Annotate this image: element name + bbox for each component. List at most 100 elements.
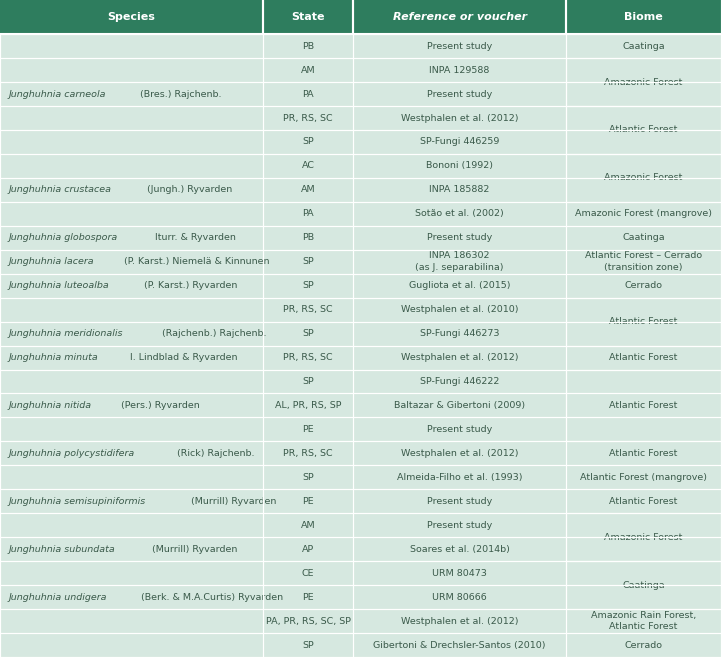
Bar [566, 250, 721, 274]
Bar [566, 226, 721, 250]
Bar [353, 58, 566, 82]
Bar [566, 154, 721, 178]
Text: Cerrado: Cerrado [624, 281, 663, 290]
Bar [353, 417, 566, 442]
Bar [0, 0, 263, 34]
Bar [353, 106, 566, 130]
Bar [353, 274, 566, 298]
Text: URM 80666: URM 80666 [433, 593, 487, 602]
Text: Gugliota et al. (2015): Gugliota et al. (2015) [409, 281, 510, 290]
Bar [566, 561, 721, 609]
Bar [263, 250, 353, 274]
Bar [566, 274, 721, 298]
Text: AL, PR, RS, SP: AL, PR, RS, SP [275, 401, 342, 410]
Text: Atlantic Forest: Atlantic Forest [609, 449, 678, 458]
Text: AM: AM [301, 66, 316, 75]
Text: Westphalen et al. (2012): Westphalen et al. (2012) [401, 449, 518, 458]
Text: Junghuhnia minuta: Junghuhnia minuta [9, 353, 98, 362]
Text: Westphalen et al. (2012): Westphalen et al. (2012) [401, 114, 518, 122]
Text: SP: SP [302, 641, 314, 650]
Text: Junghuhnia nitida: Junghuhnia nitida [9, 401, 92, 410]
Bar [566, 178, 721, 202]
Text: Westphalen et al. (2010): Westphalen et al. (2010) [401, 305, 518, 314]
Bar [566, 585, 721, 609]
Bar [0, 82, 263, 106]
Text: INPA 186302
(as J. separabilina): INPA 186302 (as J. separabilina) [415, 252, 504, 272]
Text: (Rick) Rajchenb.: (Rick) Rajchenb. [174, 449, 255, 458]
Bar [0, 561, 263, 585]
Text: Gibertoni & Drechsler-Santos (2010): Gibertoni & Drechsler-Santos (2010) [373, 641, 546, 650]
Text: Junghuhnia polycystidifera: Junghuhnia polycystidifera [9, 449, 135, 458]
Text: SP: SP [302, 377, 314, 386]
Bar [263, 369, 353, 394]
Bar [566, 489, 721, 513]
Text: PR, RS, SC: PR, RS, SC [283, 114, 333, 122]
Bar [263, 465, 353, 489]
Text: Junghuhnia semisupiniformis: Junghuhnia semisupiniformis [9, 497, 146, 506]
Text: Atlantic Forest: Atlantic Forest [609, 401, 678, 410]
Bar [353, 513, 566, 537]
Text: (P. Karst.) Niemelä & Kinnunen: (P. Karst.) Niemelä & Kinnunen [121, 258, 270, 266]
Bar [0, 274, 263, 298]
Bar [566, 0, 721, 34]
Bar [0, 609, 263, 633]
Bar [353, 633, 566, 657]
Text: PR, RS, SC: PR, RS, SC [283, 449, 333, 458]
Bar [566, 322, 721, 346]
Bar [353, 442, 566, 465]
Bar [353, 561, 566, 585]
Bar [263, 322, 353, 346]
Bar [566, 513, 721, 561]
Bar [0, 202, 263, 226]
Bar [0, 442, 263, 465]
Text: PB: PB [302, 233, 314, 242]
Text: (Murrill) Ryvarden: (Murrill) Ryvarden [149, 545, 237, 554]
Bar [0, 154, 263, 178]
Bar [263, 82, 353, 106]
Text: SP: SP [302, 329, 314, 338]
Bar [263, 154, 353, 178]
Text: Atlantic Forest (mangrove): Atlantic Forest (mangrove) [580, 473, 707, 482]
Bar [0, 513, 263, 537]
Bar [0, 489, 263, 513]
Bar [263, 178, 353, 202]
Bar [566, 346, 721, 369]
Bar [353, 489, 566, 513]
Bar [263, 298, 353, 322]
Text: Atlantic Forest: Atlantic Forest [609, 497, 678, 506]
Bar [0, 130, 263, 154]
Bar [353, 178, 566, 202]
Bar [0, 58, 263, 82]
Text: Junghuhnia globospora: Junghuhnia globospora [9, 233, 118, 242]
Text: INPA 185882: INPA 185882 [430, 185, 490, 194]
Bar [0, 394, 263, 417]
Bar [566, 58, 721, 106]
Bar [0, 226, 263, 250]
Bar [0, 178, 263, 202]
Bar [263, 561, 353, 585]
Text: Westphalen et al. (2012): Westphalen et al. (2012) [401, 353, 518, 362]
Bar [0, 585, 263, 609]
Text: (Bres.) Rajchenb.: (Bres.) Rajchenb. [136, 89, 221, 99]
Text: Amazonic Rain Forest,
Atlantic Forest: Amazonic Rain Forest, Atlantic Forest [591, 610, 696, 631]
Text: (Murrill) Ryvarden: (Murrill) Ryvarden [188, 497, 276, 506]
Text: SP: SP [302, 281, 314, 290]
Text: Present study: Present study [427, 89, 492, 99]
Text: PE: PE [302, 497, 314, 506]
Text: SP-Fungi 446222: SP-Fungi 446222 [420, 377, 500, 386]
Bar [0, 369, 263, 394]
Bar [0, 537, 263, 561]
Text: Junghuhnia subundata: Junghuhnia subundata [9, 545, 115, 554]
Bar [263, 346, 353, 369]
Bar [566, 561, 721, 585]
Bar [0, 178, 263, 202]
Text: Amazonic Forest: Amazonic Forest [604, 533, 683, 542]
Bar [263, 633, 353, 657]
Bar [353, 202, 566, 226]
Text: AC: AC [301, 162, 315, 170]
Bar [353, 394, 566, 417]
Bar [566, 106, 721, 130]
Bar [0, 417, 263, 442]
Bar [353, 154, 566, 178]
Bar [566, 154, 721, 202]
